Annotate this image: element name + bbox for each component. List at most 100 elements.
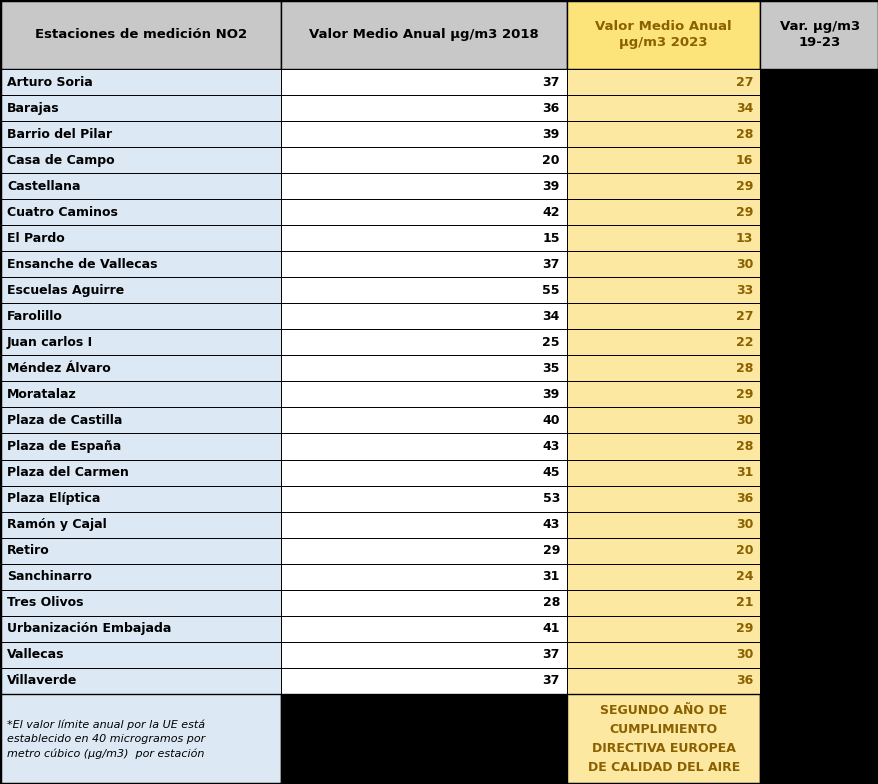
Bar — [281, 147, 566, 173]
Text: 43: 43 — [542, 440, 559, 453]
Bar — [0, 0, 281, 69]
Bar — [281, 95, 566, 121]
Bar — [566, 121, 759, 147]
Text: Plaza de Castilla: Plaza de Castilla — [7, 414, 122, 427]
Text: 37: 37 — [542, 674, 559, 688]
Bar — [0, 303, 281, 329]
Text: Moratalaz: Moratalaz — [7, 388, 76, 401]
Bar — [566, 225, 759, 251]
Text: 53: 53 — [542, 492, 559, 505]
Bar — [281, 434, 566, 459]
Text: 36: 36 — [542, 102, 559, 114]
Bar — [281, 355, 566, 381]
Text: 20: 20 — [735, 544, 752, 557]
Text: 27: 27 — [735, 310, 752, 323]
Bar — [0, 694, 281, 784]
Text: El Pardo: El Pardo — [7, 232, 65, 245]
Bar — [566, 69, 759, 95]
Bar — [0, 95, 281, 121]
Bar — [281, 0, 566, 69]
Text: 29: 29 — [735, 388, 752, 401]
Text: Villaverde: Villaverde — [7, 674, 77, 688]
Bar — [566, 694, 759, 784]
Text: Ensanche de Vallecas: Ensanche de Vallecas — [7, 258, 157, 270]
Text: Vallecas: Vallecas — [7, 648, 64, 661]
Text: Barrio del Pilar: Barrio del Pilar — [7, 128, 112, 140]
Bar — [759, 512, 878, 538]
Bar — [759, 329, 878, 355]
Bar — [759, 434, 878, 459]
Text: Plaza Elíptica: Plaza Elíptica — [7, 492, 100, 505]
Bar — [759, 615, 878, 642]
Text: 24: 24 — [735, 570, 752, 583]
Bar — [759, 0, 878, 69]
Text: Valor Medio Anual
μg/m3 2023: Valor Medio Anual μg/m3 2023 — [594, 20, 731, 49]
Bar — [759, 95, 878, 121]
Text: Urbanización Embajada: Urbanización Embajada — [7, 622, 171, 635]
Text: 43: 43 — [542, 518, 559, 531]
Text: Ramón y Cajal: Ramón y Cajal — [7, 518, 106, 531]
Text: Retiro: Retiro — [7, 544, 50, 557]
Text: 29: 29 — [735, 180, 752, 193]
Text: Var. μg/m3
19-23: Var. μg/m3 19-23 — [779, 20, 859, 49]
Bar — [0, 278, 281, 303]
Text: 20: 20 — [542, 154, 559, 167]
Text: 22: 22 — [735, 336, 752, 349]
Text: 37: 37 — [542, 258, 559, 270]
Text: 28: 28 — [735, 440, 752, 453]
Text: Sanchinarro: Sanchinarro — [7, 570, 92, 583]
Bar — [0, 485, 281, 512]
Bar — [281, 382, 566, 408]
Bar — [759, 564, 878, 590]
Text: Barajas: Barajas — [7, 102, 60, 114]
Text: 34: 34 — [735, 102, 752, 114]
Bar — [281, 408, 566, 434]
Bar — [281, 538, 566, 564]
Bar — [759, 225, 878, 251]
Bar — [566, 615, 759, 642]
Bar — [566, 642, 759, 668]
Bar — [759, 694, 878, 784]
Bar — [281, 251, 566, 278]
Bar — [281, 459, 566, 485]
Bar — [281, 564, 566, 590]
Bar — [281, 668, 566, 694]
Text: Méndez Álvaro: Méndez Álvaro — [7, 362, 111, 375]
Bar — [759, 668, 878, 694]
Bar — [759, 199, 878, 225]
Bar — [566, 512, 759, 538]
Bar — [0, 668, 281, 694]
Bar — [0, 590, 281, 615]
Text: 31: 31 — [735, 466, 752, 479]
Bar — [0, 199, 281, 225]
Bar — [759, 590, 878, 615]
Bar — [281, 615, 566, 642]
Bar — [566, 303, 759, 329]
Bar — [0, 408, 281, 434]
Bar — [759, 69, 878, 95]
Bar — [566, 329, 759, 355]
Text: 25: 25 — [542, 336, 559, 349]
Bar — [566, 564, 759, 590]
Bar — [0, 642, 281, 668]
Text: Estaciones de medición NO2: Estaciones de medición NO2 — [34, 28, 247, 41]
Bar — [0, 173, 281, 199]
Bar — [566, 199, 759, 225]
Bar — [281, 303, 566, 329]
Bar — [0, 434, 281, 459]
Text: 27: 27 — [735, 75, 752, 89]
Text: Plaza del Carmen: Plaza del Carmen — [7, 466, 129, 479]
Bar — [759, 173, 878, 199]
Bar — [0, 147, 281, 173]
Text: 16: 16 — [735, 154, 752, 167]
Text: 30: 30 — [735, 258, 752, 270]
Bar — [281, 173, 566, 199]
Bar — [281, 329, 566, 355]
Bar — [759, 278, 878, 303]
Bar — [566, 251, 759, 278]
Text: 37: 37 — [542, 75, 559, 89]
Bar — [759, 538, 878, 564]
Bar — [759, 459, 878, 485]
Text: 21: 21 — [735, 596, 752, 609]
Bar — [281, 512, 566, 538]
